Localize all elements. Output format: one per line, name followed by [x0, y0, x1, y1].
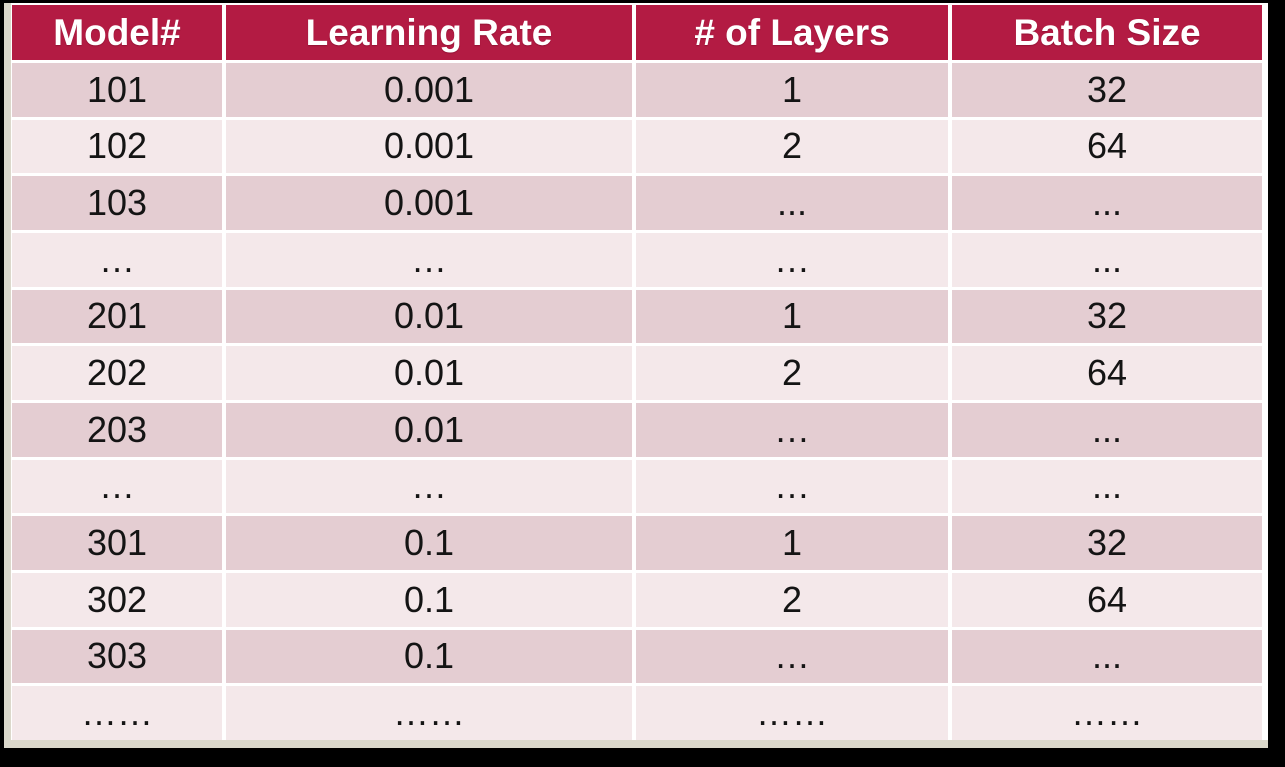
- table-cell: ...: [952, 233, 1262, 287]
- table-cell: …: [226, 233, 632, 287]
- table-cell: 202: [12, 346, 222, 400]
- table-cell: …: [636, 459, 948, 514]
- table-cell: 64: [952, 573, 1262, 627]
- column-header-layers: # of Layers: [636, 5, 948, 60]
- table-cell: 32: [952, 516, 1262, 570]
- table-cell: ……: [226, 686, 632, 740]
- table-cell: …: [226, 459, 632, 514]
- table-cell: 32: [952, 289, 1262, 344]
- table-cell: 303: [12, 629, 222, 684]
- table-cell: 103: [12, 176, 222, 230]
- table-cell: ……: [952, 686, 1262, 740]
- hyperparameter-table: Model# Learning Rate # of Layers Batch S…: [11, 3, 1268, 740]
- table-cell: …: [636, 403, 948, 457]
- table-cell: 0.001: [226, 119, 632, 174]
- table-cell: 0.1: [226, 516, 632, 570]
- table-cell: 302: [12, 573, 222, 627]
- table-cell: …: [636, 233, 948, 287]
- table-cell: ……: [12, 686, 222, 740]
- table-cell: ……: [636, 686, 948, 740]
- table-cell: 203: [12, 403, 222, 457]
- table-cell: 0.001: [226, 63, 632, 117]
- table-cell: ...: [952, 176, 1262, 230]
- table-cell: …: [636, 629, 948, 684]
- table-cell: 64: [952, 346, 1262, 400]
- table-cell: 1: [636, 289, 948, 344]
- table-cell: …: [12, 233, 222, 287]
- table-cell: 0.01: [226, 346, 632, 400]
- table-cell: 32: [952, 63, 1262, 117]
- column-header-batch-size: Batch Size: [952, 5, 1262, 60]
- table-cell: 2: [636, 346, 948, 400]
- table-cell: 0.01: [226, 289, 632, 344]
- table-cell: ...: [952, 629, 1262, 684]
- table-cell: …: [12, 459, 222, 514]
- table-cell: 0.01: [226, 403, 632, 457]
- table-cell: 0.1: [226, 573, 632, 627]
- table-cell: 1: [636, 63, 948, 117]
- table-cell: 301: [12, 516, 222, 570]
- column-header-learning-rate: Learning Rate: [226, 5, 632, 60]
- table-cell: 101: [12, 63, 222, 117]
- table-cell: ...: [636, 176, 948, 230]
- column-header-model: Model#: [12, 5, 222, 60]
- table-cell: ...: [952, 403, 1262, 457]
- table-cell: 2: [636, 119, 948, 174]
- table-cell: 64: [952, 119, 1262, 174]
- table-cell: 201: [12, 289, 222, 344]
- table-cell: 102: [12, 119, 222, 174]
- table-cell: 0.001: [226, 176, 632, 230]
- table-cell: ...: [952, 459, 1262, 514]
- table-cell: 1: [636, 516, 948, 570]
- table-cell: 2: [636, 573, 948, 627]
- table-cell: 0.1: [226, 629, 632, 684]
- table-grid: Model# Learning Rate # of Layers Batch S…: [12, 5, 1262, 740]
